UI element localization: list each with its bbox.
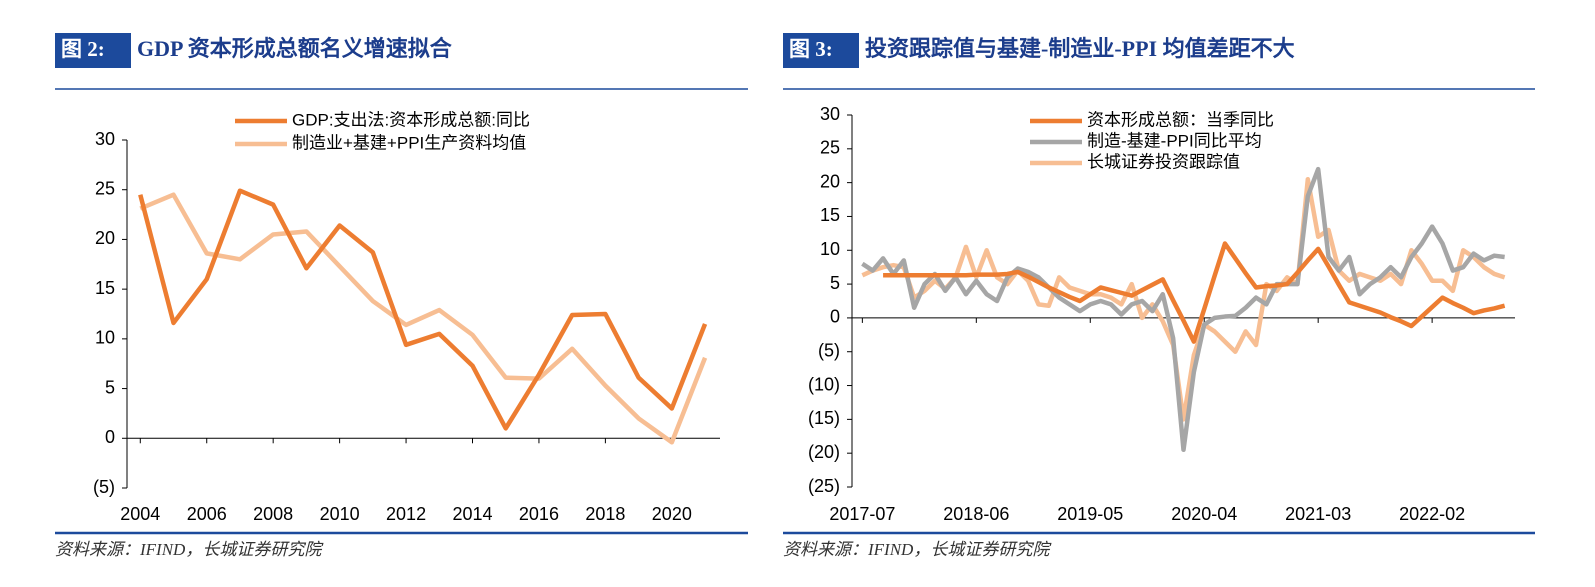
- y-tick-label: 15: [95, 278, 115, 298]
- series-line: [861, 166, 1505, 453]
- x-tick-label: 2018-06: [943, 504, 1009, 524]
- x-tick-label: 2021-03: [1285, 504, 1351, 524]
- x-tick-label: 2010: [320, 504, 360, 524]
- legend-label: 资本形成总额：当季同比: [1087, 110, 1274, 129]
- series-line: [139, 192, 708, 445]
- header-badge: [55, 33, 131, 68]
- series-line: [883, 241, 1506, 344]
- x-tick-label: 2008: [253, 504, 293, 524]
- y-tick-label: (25): [808, 476, 840, 496]
- source-note: 资料来源：IFIND，长城证券研究院: [55, 540, 324, 559]
- chart-title: 投资跟踪值与基建-制造业-PPI 均值差距不大: [865, 36, 1295, 61]
- header-badge: [783, 33, 859, 68]
- y-tick-label: (10): [808, 374, 840, 394]
- chart-title: GDP 资本形成总额名义增速拟合: [137, 36, 453, 61]
- y-tick-label: 25: [95, 178, 115, 198]
- y-tick-label: (5): [93, 477, 115, 497]
- y-tick-label: (5): [818, 340, 840, 360]
- y-tick-label: 10: [820, 239, 840, 259]
- source-note: 资料来源：IFIND，长城证券研究院: [783, 540, 1052, 559]
- x-tick-label: 2016: [519, 504, 559, 524]
- legend-label: 长城证券投资跟踪值: [1087, 152, 1240, 171]
- y-tick-label: 25: [820, 138, 840, 158]
- y-tick-label: 5: [105, 377, 115, 397]
- x-tick-label: 2022-02: [1399, 504, 1465, 524]
- legend-label: GDP:支出法:资本形成总额:同比: [292, 110, 530, 129]
- y-tick-label: 0: [105, 427, 115, 447]
- y-tick-label: 20: [820, 171, 840, 191]
- series-line: [138, 188, 708, 431]
- y-tick-label: 5: [830, 273, 840, 293]
- x-tick-label: 2012: [386, 504, 426, 524]
- x-tick-label: 2018: [585, 504, 625, 524]
- y-tick-label: 20: [95, 228, 115, 248]
- y-tick-label: 10: [95, 328, 115, 348]
- x-tick-label: 2017-07: [829, 504, 895, 524]
- x-tick-label: 2019-05: [1057, 504, 1123, 524]
- y-tick-label: 30: [820, 104, 840, 124]
- x-tick-label: 2020: [652, 504, 692, 524]
- x-tick-label: 2004: [120, 504, 160, 524]
- y-tick-label: 0: [830, 307, 840, 327]
- legend-label: 制造业+基建+PPI生产资料均值: [292, 133, 526, 152]
- y-tick-label: 15: [820, 205, 840, 225]
- x-tick-label: 2014: [452, 504, 492, 524]
- series-line: [861, 177, 1506, 422]
- y-tick-label: (15): [808, 408, 840, 428]
- x-tick-label: 2020-04: [1171, 504, 1237, 524]
- legend-label: 制造-基建-PPI同比平均: [1087, 131, 1262, 150]
- y-tick-label: 30: [95, 129, 115, 149]
- y-tick-label: (20): [808, 442, 840, 462]
- header-label: 图 3:: [789, 37, 833, 61]
- x-tick-label: 2006: [187, 504, 227, 524]
- header-label: 图 2:: [61, 37, 105, 61]
